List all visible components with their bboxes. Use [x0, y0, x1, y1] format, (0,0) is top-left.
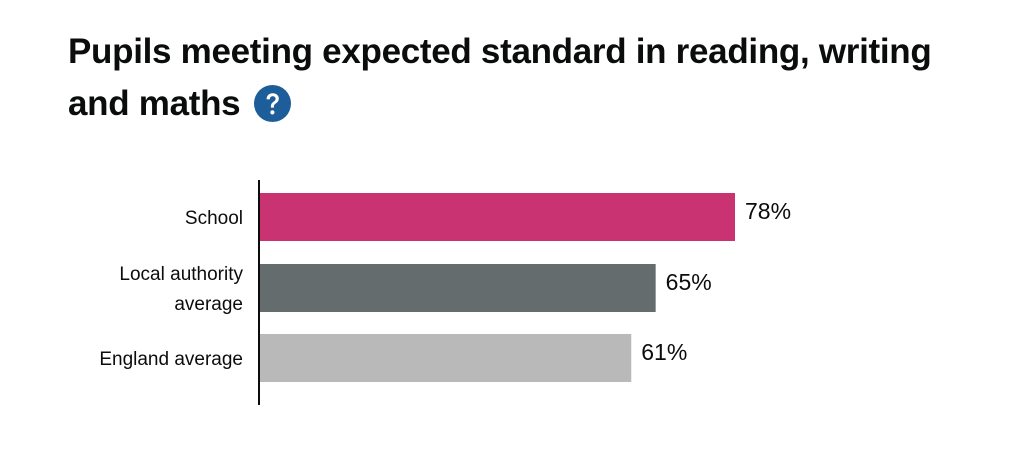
value-label-1: 65% [666, 269, 712, 295]
chart-title-text: Pupils meeting expected standard in read… [68, 32, 932, 123]
category-label-1-line-0: Local authority [119, 264, 243, 285]
category-label-0: School [185, 208, 243, 229]
bar-1 [259, 264, 656, 312]
chart-title: Pupils meeting expected standard in read… [68, 26, 988, 130]
bar-0 [259, 193, 735, 241]
value-label-2: 61% [641, 339, 687, 365]
question-circle-icon[interactable] [253, 85, 291, 122]
category-label-2: England average [99, 349, 243, 370]
category-label-1-line-1: average [174, 294, 243, 315]
bar-2 [259, 334, 632, 382]
value-label-0: 78% [745, 198, 791, 224]
